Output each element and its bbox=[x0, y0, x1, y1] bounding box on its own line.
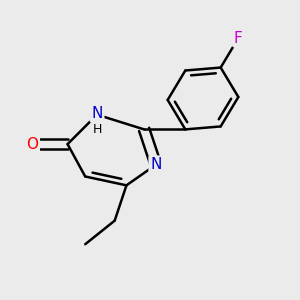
Text: F: F bbox=[234, 31, 243, 46]
Text: N: N bbox=[91, 106, 103, 121]
Text: N: N bbox=[150, 157, 162, 172]
Text: O: O bbox=[26, 136, 38, 152]
Text: H: H bbox=[92, 123, 102, 136]
